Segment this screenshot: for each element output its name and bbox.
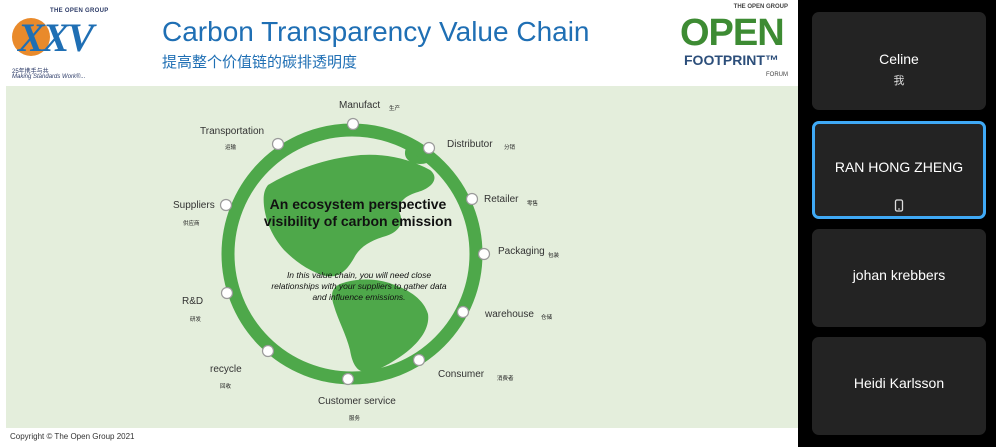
node-label: Suppliers xyxy=(173,200,215,211)
node-label-cn: 运输 xyxy=(225,145,237,151)
participant-name: Heidi Karlsson xyxy=(853,375,945,391)
ring-node-marker xyxy=(477,247,491,261)
of-open-wordmark: OPEN xyxy=(680,12,785,54)
phone-icon xyxy=(894,199,904,212)
ring-nodes xyxy=(219,117,491,386)
participant-subtitle: 我 xyxy=(893,75,905,87)
node-label-cn: 分销 xyxy=(504,145,516,151)
slide-subtitle-cn: 提高整个价值链的碳排透明度 xyxy=(162,54,358,71)
node-label: recycle xyxy=(210,364,242,375)
participant-tile-ran-hong-zheng[interactable]: RAN HONG ZHENG xyxy=(812,121,986,219)
ring-node-marker xyxy=(220,286,234,300)
orange-circle-icon xyxy=(12,18,50,56)
ring-node-marker xyxy=(341,372,355,386)
of-footprint-wordmark: FOOTPRINT™ xyxy=(684,52,779,68)
open-footprint-logo: THE OPEN GROUP OPEN FOOTPRINT™ FORUM xyxy=(676,4,792,82)
ring-node-marker xyxy=(271,137,285,151)
node-label: warehouse xyxy=(485,309,534,320)
xxv-anniversary-logo: THE OPEN GROUP XXV 25年携手与共 Making Standa… xyxy=(12,8,127,86)
node-label: Manufact xyxy=(339,100,381,111)
participant-tile-celine[interactable]: Celine 我 xyxy=(812,12,986,110)
node-label-cn: 供应商 xyxy=(183,221,200,227)
participant-name: RAN HONG ZHENG xyxy=(834,159,964,175)
ring-node-marker xyxy=(456,305,470,319)
value-chain-diagram xyxy=(219,117,491,386)
node-label: Distributor xyxy=(447,139,493,150)
node-label: R&D xyxy=(182,296,204,307)
slide-header: THE OPEN GROUP XXV 25年携手与共 Making Standa… xyxy=(0,0,798,86)
node-label: Retailer xyxy=(484,194,519,205)
xxv-org-label: THE OPEN GROUP xyxy=(50,8,109,14)
ring-node-marker xyxy=(412,353,426,367)
ring-node-marker xyxy=(219,198,233,212)
node-label: Packaging xyxy=(498,246,545,257)
node-label-cn: 研发 xyxy=(190,317,202,323)
node-label-cn: 回收 xyxy=(220,384,232,390)
diagram-center-text: In this value chain, you will need close… xyxy=(271,270,447,302)
node-label-cn: 仓储 xyxy=(541,315,553,321)
node-label-cn: 零售 xyxy=(527,201,539,207)
node-label-cn: 生产 xyxy=(389,106,401,112)
node-label-cn: 消费者 xyxy=(497,376,514,382)
participant-name: johan krebbers xyxy=(852,267,946,283)
diagram-center-title: An ecosystem perspective visibility of c… xyxy=(263,196,453,229)
participant-tile-heidi-karlsson[interactable]: Heidi Karlsson xyxy=(812,337,986,435)
xxv-tagline-cn: 25年携手与共 xyxy=(12,69,49,75)
node-label: Transportation xyxy=(200,126,265,137)
ring-node-marker xyxy=(346,117,360,131)
ring-node-marker xyxy=(422,141,436,155)
node-label-cn: 包装 xyxy=(548,253,560,259)
participant-tile-johan-krebbers[interactable]: johan krebbers xyxy=(812,229,986,327)
xxv-mark: XXV xyxy=(18,15,94,60)
of-org-label: THE OPEN GROUP xyxy=(733,4,788,10)
slide-footer: Copyright © The Open Group 2021 xyxy=(0,428,798,447)
xxv-tagline-en: Making Standards Work®... xyxy=(12,74,86,80)
slide-title: Carbon Transparency Value Chain xyxy=(162,16,590,47)
globe-land-icon xyxy=(263,145,435,372)
of-forum-label: FORUM xyxy=(766,72,788,78)
ring-node-marker xyxy=(261,344,275,358)
node-label: Consumer xyxy=(438,369,485,380)
node-label: Customer service xyxy=(318,396,396,407)
presentation-slide: THE OPEN GROUP XXV 25年携手与共 Making Standa… xyxy=(0,0,798,447)
copyright-text: Copyright © The Open Group 2021 xyxy=(10,432,135,441)
participant-name: Celine xyxy=(879,51,919,67)
node-label-cn: 服务 xyxy=(349,416,361,422)
ring-node-marker xyxy=(465,192,479,206)
